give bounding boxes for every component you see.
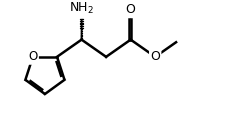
Text: O: O [126, 3, 136, 16]
Text: NH$_2$: NH$_2$ [69, 1, 94, 16]
Polygon shape [81, 19, 82, 40]
Text: O: O [28, 50, 38, 63]
Text: O: O [150, 50, 160, 63]
